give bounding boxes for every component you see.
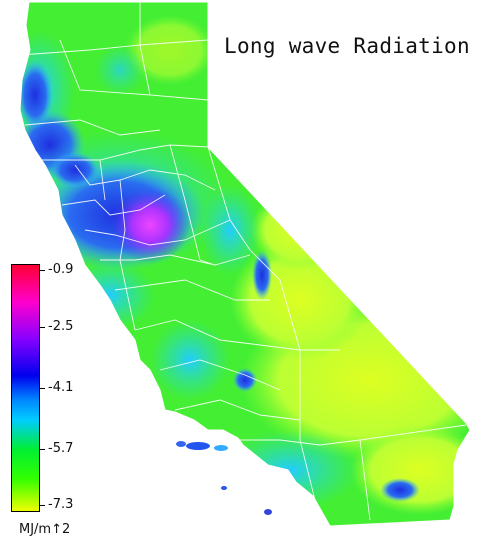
state-outline bbox=[19, 1, 471, 527]
map-title: Long wave Radiation bbox=[224, 34, 470, 58]
colorbar-label: -0.9 bbox=[48, 262, 74, 277]
colorbar-label: -2.5 bbox=[48, 319, 74, 334]
colorbar-label: -4.1 bbox=[48, 380, 74, 395]
colorbar-unit: MJ/m↑2 bbox=[19, 522, 71, 537]
colorbar-tick bbox=[39, 388, 45, 389]
colorbar-label: -7.3 bbox=[48, 497, 74, 512]
colorbar-tick bbox=[39, 449, 45, 450]
colorbar-tick bbox=[39, 270, 45, 271]
county-lines bbox=[20, 2, 467, 521]
colorbar-gradient bbox=[12, 265, 39, 511]
colorbar bbox=[11, 264, 40, 512]
colorbar-label: -5.7 bbox=[48, 441, 74, 456]
colorbar-tick bbox=[39, 505, 45, 506]
channel-islands bbox=[176, 441, 272, 515]
colorbar-tick bbox=[39, 327, 45, 328]
